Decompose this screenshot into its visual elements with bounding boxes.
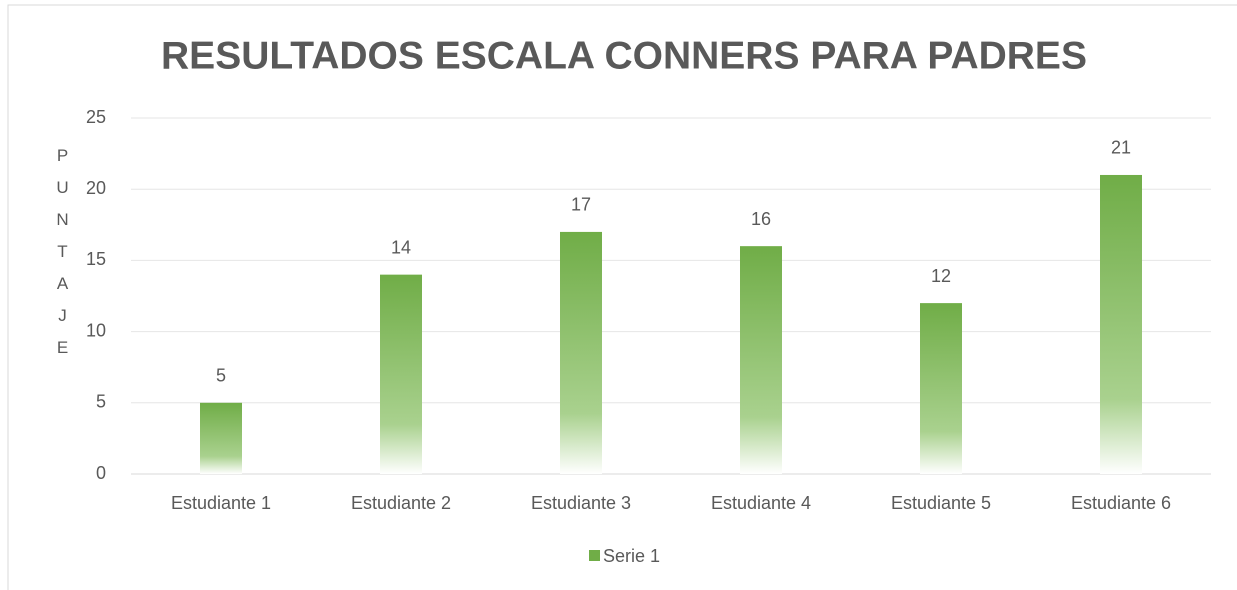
legend-label: Serie 1 [603,546,660,566]
data-label: 17 [571,195,591,215]
x-tick-label: Estudiante 2 [351,493,451,513]
bar [200,402,242,474]
legend-swatch [589,550,600,561]
data-label: 14 [391,237,411,257]
x-tick-label: Estudiante 3 [531,493,631,513]
y-tick-label: 15 [86,249,106,269]
chart-frame [7,4,1237,590]
data-label: 12 [931,266,951,286]
bar [380,274,422,474]
y-tick-label: 0 [96,463,106,483]
data-label: 16 [751,209,771,229]
y-axis-label: PUNTAJE [53,146,72,370]
data-label: 5 [216,366,226,386]
x-tick-label: Estudiante 4 [711,493,811,513]
y-tick-label: 25 [86,107,106,127]
x-tick-label: Estudiante 1 [171,493,271,513]
x-tick-label: Estudiante 6 [1071,493,1171,513]
y-tick-label: 20 [86,178,106,198]
bar [740,246,782,474]
bar [1100,174,1142,474]
bar [920,303,962,474]
bar [560,231,602,474]
y-tick-label: 5 [96,392,106,412]
chart-title: RESULTADOS ESCALA CONNERS PARA PADRES [161,34,1087,77]
y-tick-label: 10 [86,320,106,340]
data-label: 21 [1111,138,1131,158]
x-tick-label: Estudiante 5 [891,493,991,513]
